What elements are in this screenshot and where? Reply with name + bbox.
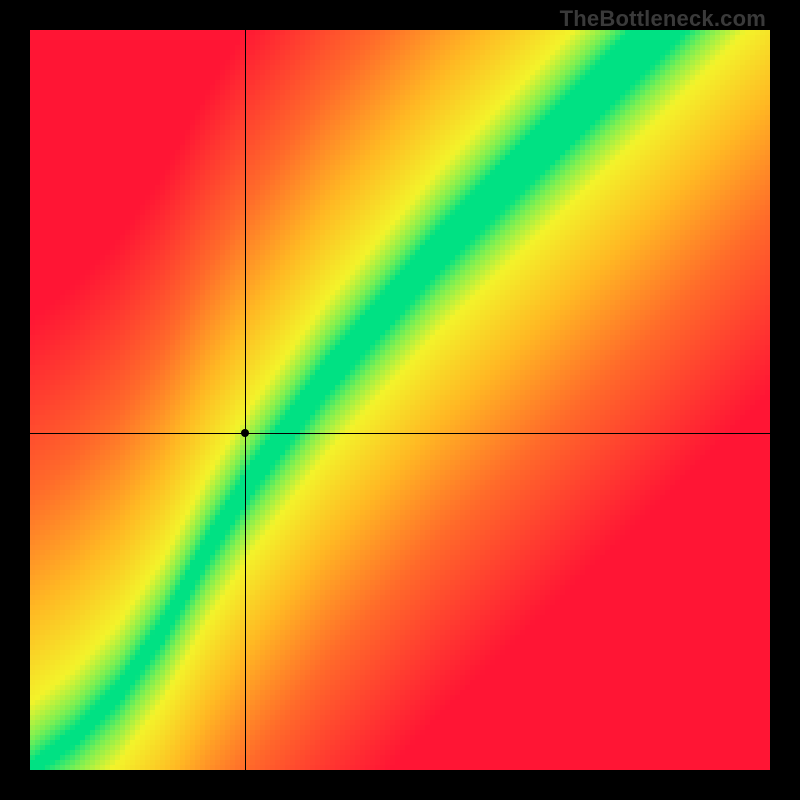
chart-outer-frame: TheBottleneck.com bbox=[0, 0, 800, 800]
bottleneck-heatmap bbox=[30, 30, 770, 770]
crosshair-horizontal bbox=[30, 433, 770, 434]
watermark-text: TheBottleneck.com bbox=[560, 6, 766, 32]
selection-marker bbox=[241, 429, 249, 437]
crosshair-vertical bbox=[245, 30, 246, 770]
